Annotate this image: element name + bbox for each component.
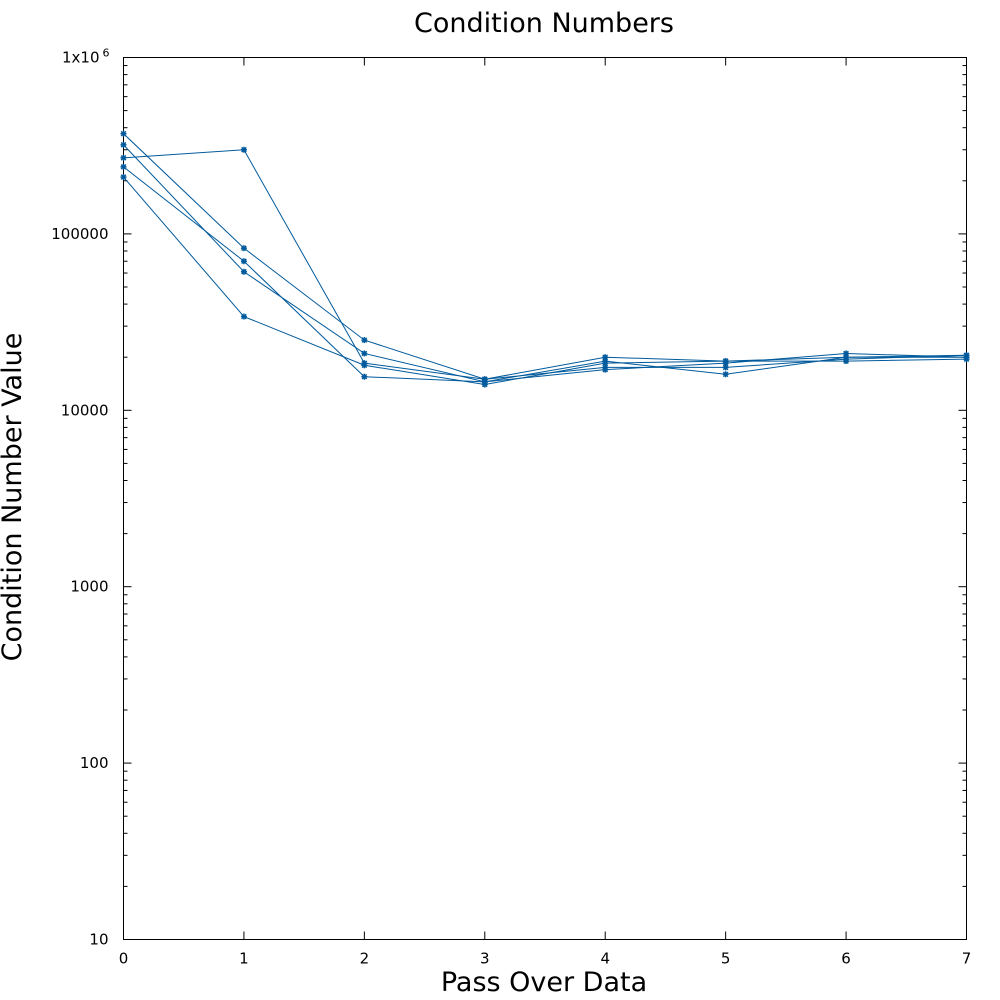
data-point xyxy=(120,130,127,137)
axis-ticks xyxy=(123,57,967,940)
series-group xyxy=(120,130,970,388)
data-point xyxy=(722,371,729,378)
plot-frame xyxy=(123,57,967,940)
data-point xyxy=(963,356,970,363)
series-line xyxy=(123,144,967,383)
series-line xyxy=(123,149,967,380)
x-tick-label: 2 xyxy=(360,950,370,968)
y-tick-label: 10 xyxy=(89,931,108,949)
y-tick-labels: 10 100 1000 10000 100000 1x10 6 xyxy=(51,47,109,949)
x-tick-label: 6 xyxy=(841,950,851,968)
series-3 xyxy=(120,141,970,385)
y-tick-label: 1x10 xyxy=(62,49,100,67)
data-point xyxy=(240,146,247,153)
data-point xyxy=(240,268,247,275)
data-point xyxy=(120,163,127,170)
data-point xyxy=(240,245,247,252)
data-point xyxy=(361,362,368,369)
x-tick-label: 5 xyxy=(721,950,731,968)
y-tick-label: 100000 xyxy=(51,225,108,243)
series-line xyxy=(123,133,967,380)
x-tick-label: 0 xyxy=(119,950,129,968)
data-point xyxy=(481,381,488,388)
chart-title: Condition Numbers xyxy=(414,8,674,39)
y-tick-exponent: 6 xyxy=(103,47,110,60)
data-point xyxy=(602,360,609,367)
y-tick-label: 1000 xyxy=(70,578,108,596)
x-axis-label: Pass Over Data xyxy=(441,967,647,998)
series-5 xyxy=(120,174,970,388)
data-point xyxy=(602,366,609,373)
data-point xyxy=(120,154,127,161)
data-point xyxy=(361,350,368,357)
y-tick-label: 10000 xyxy=(61,401,109,419)
data-point xyxy=(722,358,729,365)
data-point xyxy=(240,313,247,320)
data-point xyxy=(120,141,127,148)
data-point xyxy=(120,174,127,181)
x-tick-label: 1 xyxy=(239,950,249,968)
data-point xyxy=(843,350,850,357)
y-axis-label: Condition Number Value xyxy=(0,333,28,662)
x-tick-labels: 0 1 2 3 4 5 6 7 xyxy=(119,950,972,968)
data-point xyxy=(843,358,850,365)
data-point xyxy=(240,258,247,265)
series-line xyxy=(123,166,967,383)
series-1 xyxy=(120,130,970,383)
x-tick-label: 3 xyxy=(480,950,490,968)
data-point xyxy=(361,373,368,380)
data-point xyxy=(361,337,368,344)
y-tick-label: 100 xyxy=(80,754,109,772)
x-tick-label: 4 xyxy=(600,950,610,968)
series-line xyxy=(123,176,967,386)
x-tick-label: 7 xyxy=(962,950,972,968)
